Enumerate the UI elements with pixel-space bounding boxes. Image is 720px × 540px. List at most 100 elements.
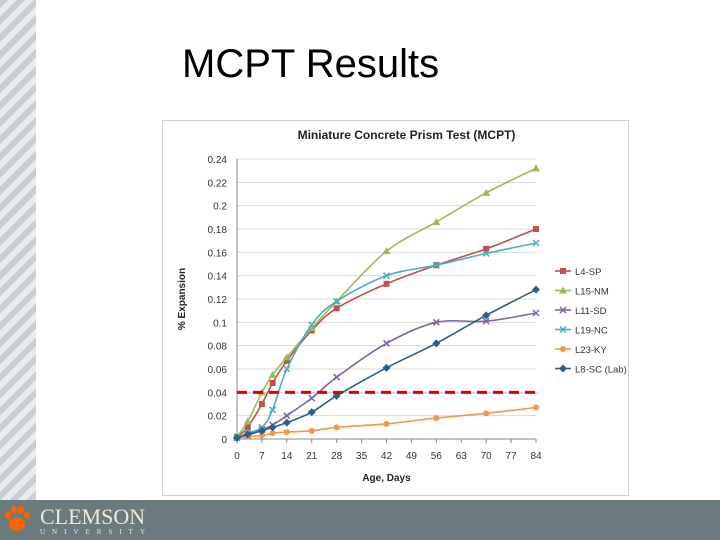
y-axis-label: % Expansion [177,268,188,330]
data-point-4 [533,404,539,411]
x-tick-label: 84 [530,451,542,462]
data-point-4 [308,427,315,434]
data-point-3 [532,239,540,247]
x-tick-label: 56 [431,451,443,462]
data-point-4 [283,429,290,435]
data-point-2 [283,412,291,420]
data-point-0 [283,357,290,364]
decorative-texture-strip [0,0,36,500]
data-point-2 [432,318,440,326]
data-point-1 [382,247,391,255]
y-tick-label: 0.1 [213,318,227,329]
x-tick-label: 0 [234,451,240,462]
y-tick-label: 0.18 [208,225,228,236]
legend-label-2: L11-SD [575,306,607,317]
data-point-2 [482,317,490,325]
data-point-5 [257,426,266,435]
data-point-5 [307,408,316,417]
x-tick-label: 35 [356,451,368,462]
y-tick-label: 0.14 [208,272,228,283]
data-point-1 [432,218,441,225]
legend-label-4: L23-KY [575,345,607,356]
data-point-5 [282,418,291,427]
legend-marker-2 [559,306,567,314]
data-point-0 [383,280,390,287]
y-tick-label: 0.08 [208,342,228,353]
data-point-4 [433,415,440,421]
data-point-3 [482,249,490,258]
data-point-5 [243,430,252,439]
clemson-logo-subtext: UNIVERSITY [40,528,152,536]
data-point-1 [307,324,316,332]
legend-marker-1 [559,286,567,294]
x-tick-label: 28 [331,451,343,462]
data-point-3 [432,261,440,269]
data-point-0 [258,401,265,407]
y-tick-label: 0.22 [208,178,228,189]
data-point-4 [333,424,340,431]
series-line-1 [236,167,537,438]
legend-label-5: L8-SC (Lab) [575,365,627,376]
data-point-0 [533,226,539,232]
x-tick-label: 63 [456,451,468,462]
series-line-0 [236,228,537,438]
x-tick-label: 14 [281,451,293,462]
data-point-4 [269,430,276,437]
legend-marker-0 [560,268,566,274]
mcpt-chart: Miniature Concrete Prism Test (MCPT) 0 0.0… [177,128,627,484]
data-point-3 [308,321,316,329]
y-tick-label: 0.04 [208,388,228,399]
data-point-5 [268,423,277,432]
data-point-4 [383,420,390,427]
x-tick-label: 49 [406,451,418,462]
data-point-1 [243,417,252,425]
clemson-logo-text: CLEMSON [40,504,146,529]
data-point-0 [483,245,490,252]
y-tick-label: 0.16 [208,248,228,259]
y-tick-label: 0.2 [213,202,227,213]
data-point-5 [532,285,540,294]
data-point-0 [244,424,251,431]
chart-title: Miniature Concrete Prism Test (MCPT) [298,128,516,142]
x-tick-label: 7 [259,451,265,462]
y-tick-label: 0.02 [208,412,228,423]
tiger-paw-logo-icon [5,506,30,531]
footer-bar [0,500,720,540]
data-point-3 [269,406,277,414]
legend-marker-4 [560,346,566,352]
data-point-1 [268,370,277,378]
legend-label-3: L19-NC [575,326,608,337]
x-tick-label: 77 [506,451,518,462]
data-point-2 [532,309,540,317]
x-tick-label: 42 [381,451,393,462]
y-tick-label: 0.12 [208,295,228,306]
chart-frame: Miniature Concrete Prism Test (MCPT) 0 0.0… [162,120,629,496]
data-point-5 [482,311,491,320]
legend-label-1: L15-NM [575,287,609,298]
y-tick-label: 0.24 [208,155,228,166]
data-point-4 [258,432,265,439]
x-axis-label: Age, Days [362,473,411,484]
data-point-2 [382,339,391,347]
data-point-5 [233,433,241,442]
y-tick-label: 0 [221,435,227,446]
x-tick-label: 21 [306,451,318,462]
data-point-5 [432,339,441,348]
data-point-3 [333,297,341,305]
data-point-2 [308,394,316,402]
data-point-1 [482,188,491,196]
data-point-1 [532,164,540,172]
data-point-3 [283,365,291,373]
data-point-1 [282,353,291,361]
legend-marker-3 [559,325,567,334]
data-point-3 [382,272,391,280]
slide-title: MCPT Results [182,42,440,86]
series-line-2 [236,312,537,439]
y-tick-label: 0.06 [208,365,228,376]
series-line-3 [236,242,537,439]
x-tick-label: 70 [481,451,493,462]
legend-marker-5 [559,364,567,373]
legend-label-0: L4-SP [575,267,601,278]
data-point-0 [333,305,340,312]
data-point-2 [333,373,341,381]
